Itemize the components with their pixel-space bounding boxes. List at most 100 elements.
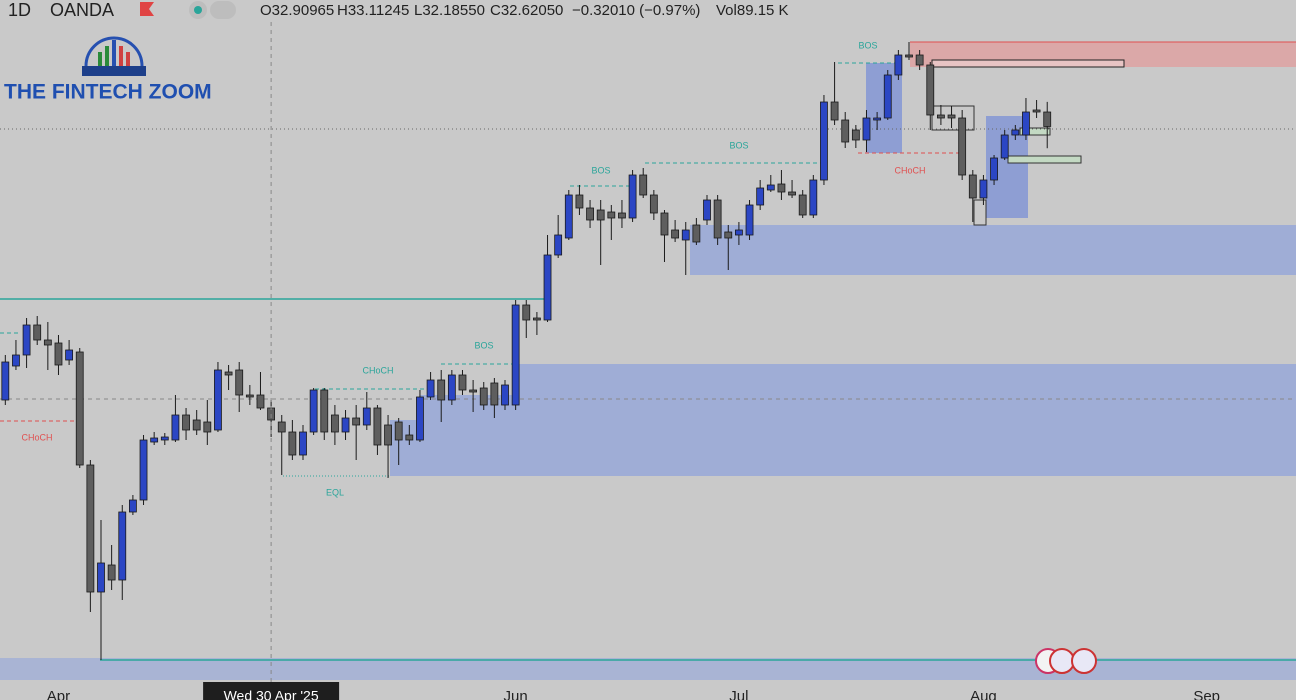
candle-body xyxy=(756,187,765,206)
candle-body xyxy=(362,407,371,426)
candle-body xyxy=(958,117,967,176)
candle-body xyxy=(150,437,159,443)
event-icon xyxy=(1049,648,1075,674)
candle-body xyxy=(979,179,988,199)
zone xyxy=(390,364,1296,476)
logo-bar xyxy=(112,40,116,66)
header-item: −0.32010 (−0.97%) xyxy=(572,2,700,19)
flags xyxy=(1035,648,1097,674)
annotation: CHoCH xyxy=(362,365,393,375)
candle-body xyxy=(203,421,212,433)
x-tick-label: Sep xyxy=(1193,688,1220,700)
candle-body xyxy=(341,417,350,433)
annotation: BOS xyxy=(474,340,493,350)
candle-body xyxy=(532,317,541,321)
candle-body xyxy=(990,157,998,181)
candle-body xyxy=(607,211,616,219)
annotations: BOS BOS BOS BOS CHoCH CHoCH CHoCH EQL xyxy=(21,40,925,497)
candle-body xyxy=(883,74,892,119)
candle-body xyxy=(447,374,456,401)
header-item: O32.90965 xyxy=(260,2,334,19)
x-tick-label: Apr xyxy=(47,688,70,700)
header-item: L32.18550 xyxy=(414,2,485,19)
candle-body xyxy=(235,369,244,396)
candle-body xyxy=(628,174,637,219)
candle-body xyxy=(214,369,222,431)
candle-body xyxy=(649,194,658,214)
candle-body xyxy=(511,304,520,406)
candle-body xyxy=(1000,134,1009,159)
candle-body xyxy=(43,339,52,346)
header-item: OANDA xyxy=(50,0,114,20)
header-item: 1D xyxy=(8,0,31,20)
candle-body xyxy=(905,54,913,58)
candle-body xyxy=(394,421,403,441)
candle-body xyxy=(22,324,31,356)
candle-body xyxy=(128,499,137,513)
x-tick-label: Aug xyxy=(970,688,997,700)
header-item: C32.62050 xyxy=(490,2,563,19)
candle-body xyxy=(330,414,339,433)
candle-body xyxy=(75,351,84,466)
candle-body xyxy=(1,361,10,401)
annotation: CHoCH xyxy=(894,165,925,175)
crosshair-label: Wed 30 Apr '25 xyxy=(224,688,319,700)
header-item: H33.11245 xyxy=(337,2,409,19)
candle-body xyxy=(522,304,531,321)
candle-body xyxy=(692,224,701,243)
zones xyxy=(0,41,1296,680)
candle-body xyxy=(968,174,977,199)
candle-body xyxy=(926,64,935,116)
logo: THE FINTECH ZOOM xyxy=(4,36,212,104)
candle-body xyxy=(575,194,584,209)
candle-body xyxy=(564,194,573,239)
candles xyxy=(1,42,1052,660)
crosshair-label-bg xyxy=(203,682,340,700)
candle-body xyxy=(171,414,180,441)
candle-body xyxy=(851,129,860,141)
annotation: BOS xyxy=(591,165,610,175)
box xyxy=(931,105,975,131)
candle-body xyxy=(384,424,392,446)
candle-body xyxy=(65,349,74,361)
candle-body xyxy=(405,434,414,441)
event-icon xyxy=(1071,648,1097,674)
candle-body xyxy=(458,374,467,391)
logo-base xyxy=(82,66,146,76)
x-axis: Apr Jun Jul Aug Sep Wed 30 Apr '25 xyxy=(47,682,1220,700)
candle-body xyxy=(97,562,105,593)
logo-bar xyxy=(98,52,102,66)
candle-body xyxy=(86,464,95,593)
candle-body xyxy=(182,414,190,431)
box xyxy=(973,199,987,226)
candle-body xyxy=(809,179,818,216)
icon xyxy=(194,6,202,14)
candle-body xyxy=(618,212,626,219)
candle-body xyxy=(830,101,839,121)
candle-body xyxy=(118,511,127,581)
candle-body xyxy=(320,389,329,433)
candle-body xyxy=(543,254,552,321)
candle-body xyxy=(703,199,711,221)
candle-body xyxy=(937,114,945,119)
zone xyxy=(0,658,1296,680)
candle-body xyxy=(501,384,509,406)
candle-body xyxy=(426,379,435,398)
candle-body xyxy=(437,379,446,401)
candle-body xyxy=(245,394,254,398)
candle-body xyxy=(277,421,286,433)
header-item: Vol89.15 K xyxy=(716,2,789,19)
candle-body xyxy=(33,324,42,341)
candle-body xyxy=(894,54,903,76)
candle-body xyxy=(671,229,680,239)
candle-body xyxy=(479,387,488,406)
candle-body xyxy=(947,114,956,119)
candle-body xyxy=(735,229,743,236)
candle-body xyxy=(256,394,265,409)
annotation: BOS xyxy=(729,140,748,150)
zone xyxy=(690,225,1296,275)
candle-body xyxy=(309,389,318,433)
box xyxy=(931,59,1125,68)
x-tick-label: Jul xyxy=(729,688,748,700)
